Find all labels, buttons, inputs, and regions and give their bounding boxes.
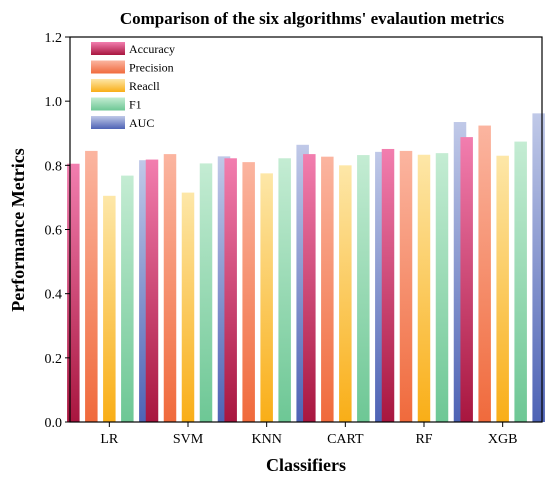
- legend-swatch-reacll: [91, 79, 125, 92]
- bar-lr-accuracy: [67, 163, 80, 423]
- y-tick-label: 0.4: [45, 288, 63, 303]
- bar-svm-f1: [199, 163, 213, 422]
- bar-xgb-reacll: [496, 155, 509, 422]
- legend-label-precision: Precision: [129, 61, 174, 75]
- legend-label-reacll: Reacll: [129, 79, 160, 93]
- bar-lr-f1: [121, 175, 134, 422]
- bar-lr-precision: [85, 150, 98, 422]
- bar-svm-precision: [163, 154, 177, 422]
- legend-label-auc: AUC: [129, 116, 154, 130]
- bar-xgb-accuracy: [460, 137, 473, 422]
- bar-cart-accuracy: [303, 154, 316, 422]
- x-tick-label: SVM: [173, 432, 204, 447]
- bar-xgb-auc: [532, 113, 545, 423]
- legend: Accuracy Precision Reacll F1 AUC: [91, 42, 175, 130]
- bar-xgb-f1: [514, 141, 527, 422]
- x-tick-label: RF: [415, 432, 432, 447]
- bar-rf-accuracy: [381, 148, 395, 422]
- bar-cart-f1: [357, 155, 370, 422]
- bar-rf-precision: [399, 150, 413, 422]
- y-tick-label: 1.0: [45, 95, 63, 110]
- chart-title: Comparison of the six algorithms' evalau…: [120, 9, 505, 28]
- y-tick-label: 0.0: [45, 416, 63, 431]
- legend-swatch-auc: [91, 116, 125, 129]
- y-tick-label: 1.2: [45, 31, 63, 46]
- legend-swatch-precision: [91, 60, 125, 74]
- bar-xgb-precision: [478, 125, 491, 423]
- bar-svm-reacll: [181, 192, 195, 422]
- bar-knn-reacll: [260, 173, 273, 422]
- y-tick-label: 0.6: [45, 224, 63, 239]
- legend-label-f1: F1: [129, 98, 142, 112]
- bar-knn-accuracy: [224, 158, 237, 422]
- x-tick-label: KNN: [251, 432, 281, 447]
- x-tick-label: XGB: [488, 432, 518, 447]
- x-tick-label: LR: [100, 432, 119, 447]
- bar-cart-precision: [321, 156, 334, 423]
- axes-layer: 0.0 0.2 0.4 0.6 0.8 1.0 1.2 LR SVM KNN CART RF XGB: [45, 31, 518, 447]
- x-tick-label: CART: [327, 432, 364, 447]
- bar-rf-reacll: [417, 154, 431, 422]
- y-tick-label: 0.8: [45, 159, 63, 174]
- bars-layer: [67, 113, 545, 423]
- legend-swatch-f1: [91, 97, 125, 111]
- bar-svm-accuracy: [145, 159, 159, 422]
- y-axis-label: Performance Metrics: [8, 148, 28, 311]
- bar-lr-reacll: [103, 195, 116, 422]
- legend-label-accuracy: Accuracy: [129, 42, 175, 56]
- bar-knn-f1: [278, 158, 291, 422]
- bar-knn-precision: [242, 162, 255, 423]
- x-axis-label: Classifiers: [266, 455, 346, 475]
- bar-cart-reacll: [339, 165, 352, 422]
- legend-swatch-accuracy: [91, 42, 125, 55]
- bar-rf-f1: [435, 153, 449, 422]
- y-tick-label: 0.2: [45, 352, 63, 367]
